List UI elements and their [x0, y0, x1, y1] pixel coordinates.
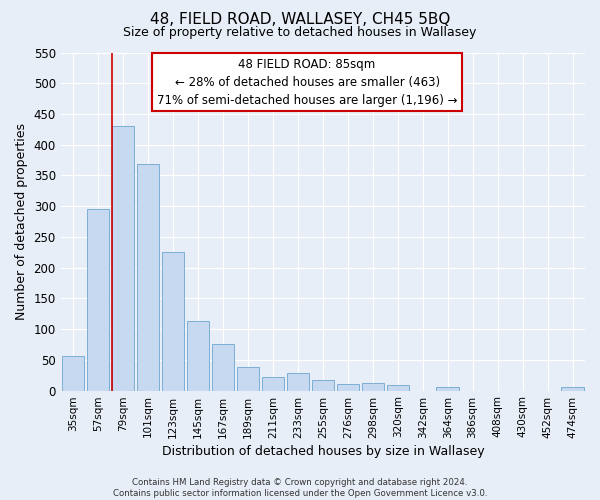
Bar: [436, 388, 459, 390]
Bar: [137, 164, 159, 390]
Bar: [87, 209, 109, 390]
Bar: [212, 344, 234, 391]
Bar: [162, 252, 184, 390]
Bar: [362, 383, 384, 390]
Bar: [287, 372, 309, 390]
Bar: [311, 380, 334, 390]
Text: 48, FIELD ROAD, WALLASEY, CH45 5BQ: 48, FIELD ROAD, WALLASEY, CH45 5BQ: [150, 12, 450, 28]
Bar: [561, 388, 584, 390]
Bar: [262, 377, 284, 390]
Bar: [112, 126, 134, 390]
Bar: [62, 356, 85, 390]
Text: 48 FIELD ROAD: 85sqm
← 28% of detached houses are smaller (463)
71% of semi-deta: 48 FIELD ROAD: 85sqm ← 28% of detached h…: [157, 58, 457, 106]
Bar: [386, 385, 409, 390]
Text: Size of property relative to detached houses in Wallasey: Size of property relative to detached ho…: [124, 26, 476, 39]
Bar: [337, 384, 359, 390]
Bar: [236, 367, 259, 390]
Text: Contains HM Land Registry data © Crown copyright and database right 2024.
Contai: Contains HM Land Registry data © Crown c…: [113, 478, 487, 498]
Y-axis label: Number of detached properties: Number of detached properties: [15, 123, 28, 320]
Bar: [187, 321, 209, 390]
X-axis label: Distribution of detached houses by size in Wallasey: Distribution of detached houses by size …: [161, 444, 484, 458]
